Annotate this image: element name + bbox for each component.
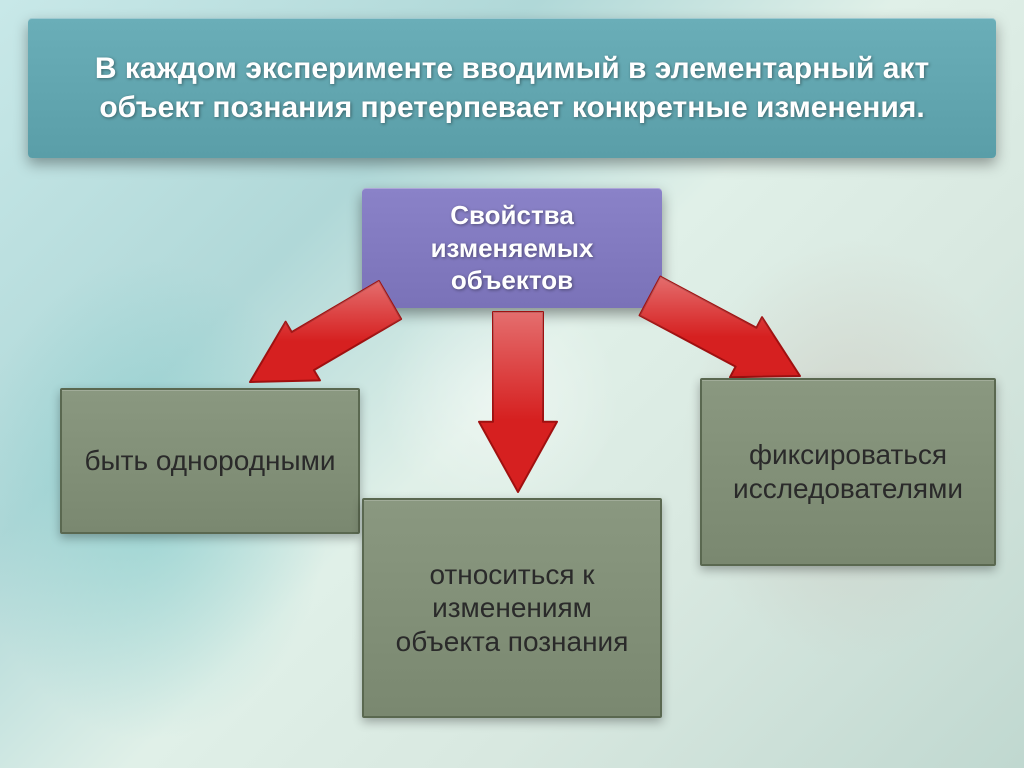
leaf-right-text: фиксироваться исследователями [714,438,982,505]
leaf-middle-text: относиться к изменениям объекта познания [376,558,648,659]
leaf-middle-box: относиться к изменениям объекта познания [362,498,662,718]
leaf-left-text: быть однородными [84,444,335,478]
leaf-right-box: фиксироваться исследователями [700,378,996,566]
leaf-left-box: быть однородными [60,388,360,534]
